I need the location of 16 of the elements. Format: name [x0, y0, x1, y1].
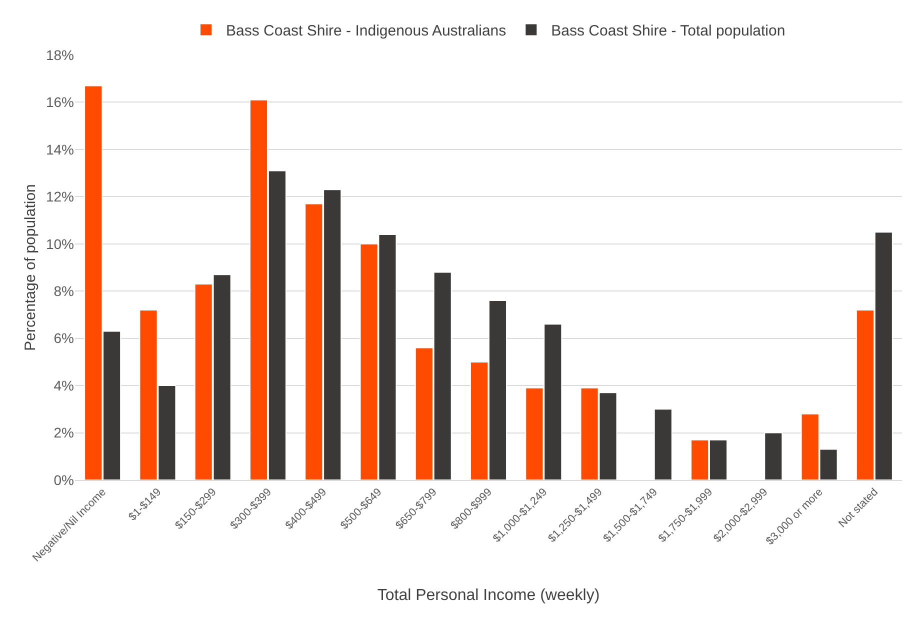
x-axis-title: Total Personal Income (weekly) [377, 587, 600, 604]
y-tick-label: 18% [46, 46, 74, 63]
legend-label: Bass Coast Shire - Indigenous Australians [226, 22, 506, 40]
y-tick-label: 2% [54, 424, 74, 441]
y-tick-label: 0% [54, 472, 74, 488]
y-tick-label: 6% [54, 330, 74, 346]
bar [654, 408, 672, 480]
y-tick-label: 4% [54, 377, 74, 394]
y-tick-label: 8% [54, 283, 74, 300]
y-axis-title: Percentage of population [22, 184, 39, 351]
legend-label: Bass Coast Shire - Total population [551, 22, 786, 40]
bar [764, 432, 783, 480]
y-tick-label: 16% [46, 94, 74, 110]
y-tick-label: 12% [46, 188, 74, 205]
y-tick-label: 14% [46, 141, 74, 158]
y-tick-label: 10% [46, 236, 74, 252]
